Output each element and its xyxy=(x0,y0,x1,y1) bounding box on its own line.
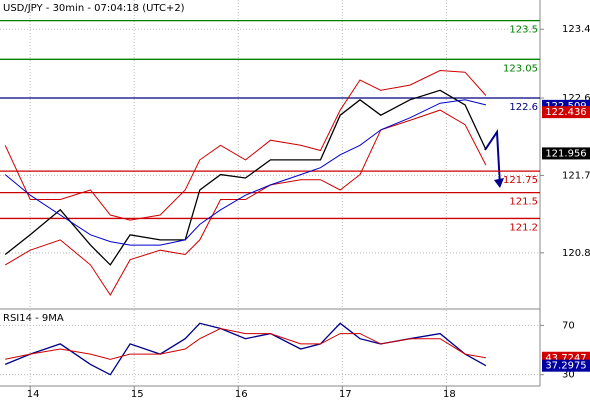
y-tick-label: 122.6 xyxy=(562,93,590,104)
series-line xyxy=(4,69,487,221)
price-box-label: 121.956 xyxy=(545,148,586,159)
series-line xyxy=(4,109,487,296)
price-box xyxy=(542,359,590,372)
level-label: 121.75 xyxy=(503,175,538,186)
chart-title: USD/JPY - 30min - 07:04:18 (UTC+2) xyxy=(3,3,185,14)
price-box-label: 43.7247 xyxy=(545,353,586,364)
y-tick-label: 123.4 xyxy=(562,24,590,35)
series-line xyxy=(5,327,486,360)
level-label: 122.6 xyxy=(509,102,538,113)
price-box xyxy=(542,147,590,160)
y-tick-label: 120.8 xyxy=(562,248,590,259)
price-box xyxy=(542,106,590,119)
y-tick-label: 70 xyxy=(562,320,575,331)
x-tick-label: 17 xyxy=(339,389,352,400)
price-box-label: 37.2975 xyxy=(545,361,586,372)
y-tick-label: 30 xyxy=(562,370,575,381)
level-label: 123.05 xyxy=(503,63,538,74)
y-tick-label: 121.7 xyxy=(562,170,590,181)
level-label: 121.2 xyxy=(509,222,538,233)
x-tick-label: 15 xyxy=(131,389,144,400)
series-line xyxy=(4,99,487,246)
price-box-label: 122.436 xyxy=(545,107,586,118)
x-tick-label: 16 xyxy=(235,389,248,400)
level-label: 123.5 xyxy=(509,25,538,36)
x-tick-label: 14 xyxy=(27,389,40,400)
x-tick-label: 18 xyxy=(443,389,456,400)
forecast-arrow xyxy=(484,128,501,187)
forecast-arrowhead xyxy=(494,178,504,188)
rsi-title: RSI14 - 9MA xyxy=(3,313,64,324)
series-line xyxy=(4,89,487,266)
level-label: 121.5 xyxy=(509,197,538,208)
